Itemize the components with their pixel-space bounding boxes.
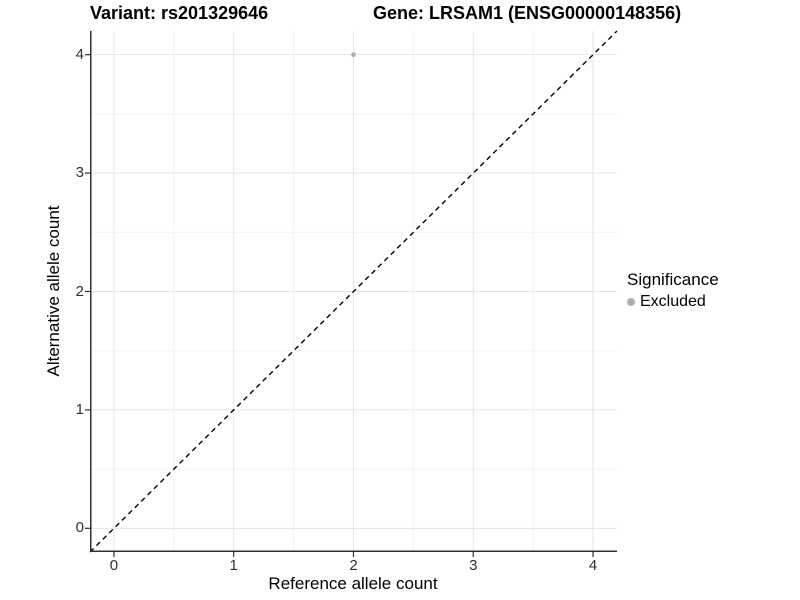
plot-title-gene: Gene: LRSAM1 (ENSG00000148356) [373,3,682,23]
legend-title: Significance [627,270,719,289]
y-tick-label: 0 [75,519,84,537]
plot-canvas [85,30,618,557]
legend-items: Excluded [627,293,719,311]
y-tick-label: 3 [75,164,84,182]
x-tick-label: 0 [109,557,119,574]
x-tick-label: 1 [229,557,238,574]
identity-dashed-line [89,30,618,553]
x-tick-label: 3 [469,557,478,574]
y-tick-label: 4 [75,45,84,63]
x-axis-title: Reference allele count [268,574,438,593]
x-tick-label: 2 [349,557,358,574]
legend: Significance Excluded [627,270,719,311]
plot-panel [85,30,618,557]
x-tick-label: 4 [588,557,598,574]
legend-item-label: Excluded [640,293,706,310]
plot-title-variant: Variant: rs201329646 [90,3,269,23]
y-tick-label: 2 [75,282,84,300]
legend-item: Excluded [627,293,719,311]
y-axis-title: Alternative allele count [44,205,63,377]
data-point [351,52,356,58]
y-tick-label: 1 [75,400,84,418]
legend-key-dot-icon [627,298,635,306]
